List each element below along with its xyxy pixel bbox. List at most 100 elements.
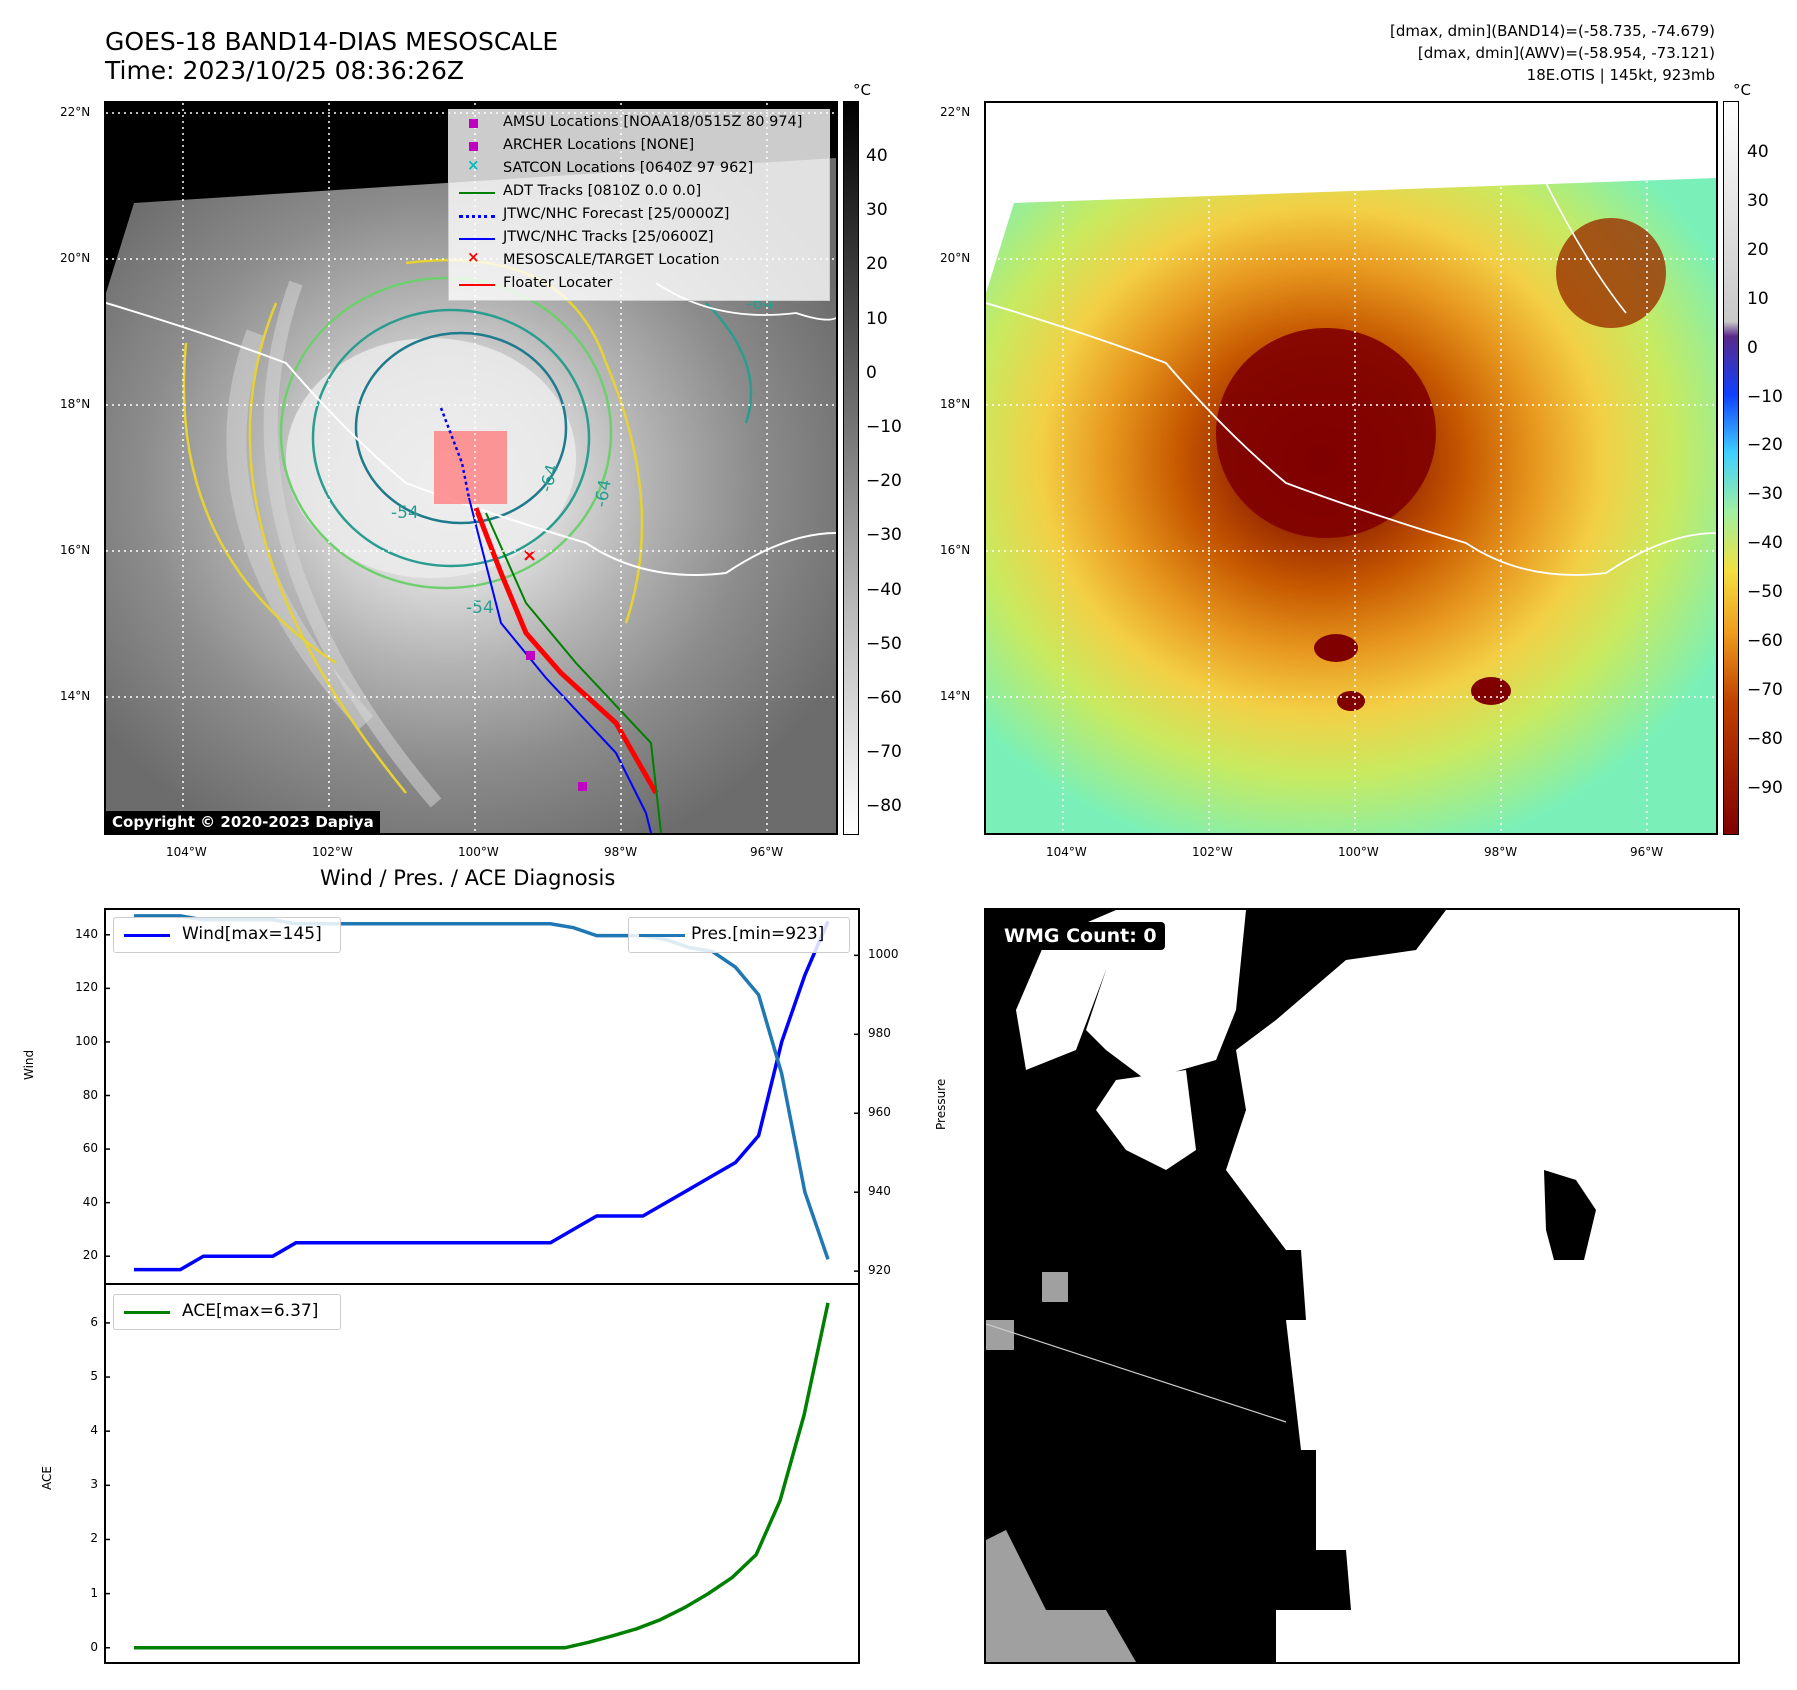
wmg-cloud-region (1544, 1170, 1596, 1260)
wmg-mask (986, 910, 1738, 1662)
lon-label: 104°W (166, 845, 207, 859)
wmg-panel: WMG Count: 0 (984, 908, 1740, 1664)
legend-swatch (459, 215, 495, 218)
axis-tick-label: 2 (90, 1531, 98, 1546)
figure-title: GOES-18 BAND14-DIAS MESOSCALE (105, 27, 559, 56)
adt-track (485, 512, 662, 833)
convective-cell (1471, 677, 1511, 705)
contour-yellow (182, 342, 337, 665)
stats-awv: [dmax, dmin](AWV)=(-58.954, -73.121) (1417, 44, 1715, 62)
lat-label: 22°N (60, 105, 91, 119)
wmg-clear-region (1086, 910, 1246, 1080)
convective-cell (1337, 691, 1365, 711)
colorbar-tick: −20 (866, 471, 902, 492)
wind-legend-swatch (124, 934, 170, 937)
colorbar-tick: −50 (866, 633, 902, 654)
diagnosis-frame (104, 908, 860, 1664)
diagnosis-title: Wind / Pres. / ACE Diagnosis (320, 866, 616, 890)
lon-label: 98°W (1484, 845, 1518, 859)
axis-tick-label: 0 (90, 1639, 98, 1654)
ace-legend-label: ACE[max=6.37] (182, 1301, 319, 1321)
axis-tick-label: 120 (75, 980, 98, 995)
contour-green (279, 276, 613, 590)
colorbar-tick: 20 (1747, 239, 1769, 260)
legend-swatch (459, 284, 495, 286)
legend-swatch (469, 142, 478, 151)
legend-label: SATCON Locations [0640Z 97 962] (503, 160, 754, 176)
colorbar-awv (1723, 101, 1739, 835)
axis-tick-label: 40 (82, 1194, 98, 1209)
lat-label: 20°N (940, 251, 971, 265)
colorbar-tick: −90 (1747, 777, 1783, 798)
amsu-marker (526, 651, 535, 660)
wind-legend: Wind[max=145] (113, 917, 341, 953)
lon-label: 98°W (604, 845, 638, 859)
contour-label: -54 (466, 598, 494, 618)
pressure-axis-label: Pressure (934, 1078, 948, 1130)
colorbar-tick: 10 (866, 308, 888, 329)
colorbar-tick: −80 (866, 796, 902, 817)
lat-label: 22°N (940, 105, 971, 119)
axis-tick-label: 140 (75, 926, 98, 941)
colorbar-tick: 0 (1747, 337, 1758, 358)
diagnosis-divider (104, 1283, 860, 1285)
wind-series-line (134, 920, 830, 1272)
colorbar-tick: −60 (1747, 631, 1783, 651)
axis-tick-label: 1000 (868, 947, 899, 962)
colorbar-tick: 40 (866, 146, 888, 166)
axis-tick-label: 940 (868, 1184, 891, 1199)
colorbar-tick: 30 (1747, 190, 1769, 211)
awv-map-svg (986, 103, 1716, 833)
wind-axis-label: Wind (22, 1049, 36, 1080)
lon-label: 96°W (750, 845, 784, 859)
lat-label: 16°N (60, 543, 91, 557)
axis-tick-label: 980 (868, 1026, 891, 1041)
colorbar-unit: °C (1733, 81, 1751, 99)
colorbar-tick: −30 (1747, 484, 1783, 505)
pres-legend-label: Pres.[min=923] (691, 924, 825, 944)
colorbar-tick: −60 (866, 688, 902, 708)
lon-label: 104°W (1046, 845, 1087, 859)
coastline (986, 302, 1716, 576)
legend-label: ARCHER Locations [NONE] (503, 137, 695, 153)
colorbar-tick: −50 (1747, 582, 1783, 603)
target-marker: × (522, 545, 537, 566)
floater-box (434, 431, 507, 504)
storm-core (1216, 328, 1436, 538)
legend-swatch: × (467, 248, 480, 266)
ace-legend-swatch (124, 1311, 170, 1314)
contour-dark-teal (354, 331, 568, 525)
convective-cell (1556, 218, 1666, 328)
colorbar-tick: 40 (1747, 142, 1769, 162)
legend-item: JTWC/NHC Tracks [25/0600Z] (455, 228, 825, 250)
axis-tick-label: 4 (90, 1423, 98, 1438)
rainband (226, 329, 374, 730)
ace-series-line (134, 1302, 830, 1650)
wmg-gray-region (986, 1320, 1014, 1350)
contour-yellow (248, 302, 407, 794)
pressure-series-line (134, 914, 830, 1260)
coastline (986, 1323, 1287, 1423)
legend-label: JTWC/NHC Forecast [25/0000Z] (503, 206, 730, 222)
colorbar-tick: −70 (1747, 679, 1783, 700)
colorbar-tick: −20 (1747, 435, 1783, 456)
colorbar-tick: −40 (866, 579, 902, 600)
colorbar-tick: −40 (1747, 533, 1783, 554)
colorbar-tick: −10 (1747, 386, 1783, 407)
lat-label: 14°N (940, 689, 971, 703)
wmg-gray-region (986, 1530, 1136, 1662)
axis-tick-label: 80 (82, 1087, 98, 1102)
axis-tick-label: 60 (82, 1141, 98, 1156)
contour-label: -64 (591, 478, 616, 509)
map-legend: AMSU Locations [NOAA18/0515Z 80 974] ARCH… (448, 109, 830, 301)
storm-info: 18E.OTIS | 145kt, 923mb (1526, 66, 1715, 84)
legend-swatch: × (467, 156, 480, 174)
forecast-track (439, 407, 471, 499)
lat-label: 18°N (940, 397, 971, 411)
stats-band14: [dmax, dmin](BAND14)=(-58.735, -74.679) (1390, 22, 1715, 40)
wind-legend-label: Wind[max=145] (182, 924, 322, 944)
amsu-marker (578, 782, 587, 791)
lat-label: 20°N (60, 251, 91, 265)
floater-track (473, 507, 659, 795)
legend-item: × SATCON Locations [0640Z 97 962] (455, 156, 825, 181)
